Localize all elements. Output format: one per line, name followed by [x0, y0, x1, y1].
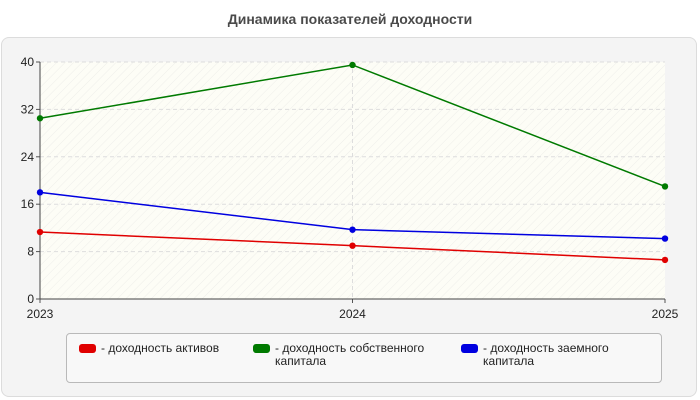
legend-label-assets: - доходность активов [101, 341, 220, 355]
legend-item-debt: - доходность заемного капитала [461, 342, 653, 368]
legend-swatch-assets [79, 344, 96, 353]
y-tick-label: 8 [27, 245, 34, 259]
data-point-0-1 [349, 242, 356, 249]
y-tick-label: 32 [21, 102, 35, 116]
data-point-2-1 [349, 226, 356, 233]
x-tick-label: 2023 [27, 307, 54, 321]
x-tick-label: 2025 [652, 307, 679, 321]
data-point-1-0 [36, 115, 44, 122]
y-tick-label: 40 [21, 55, 35, 69]
data-point-2-0 [36, 189, 44, 196]
legend-swatch-equity [253, 344, 270, 353]
data-point-2-2 [661, 235, 669, 242]
legend-item-equity: - доходность собственного капитала [253, 342, 445, 368]
legend: - доходность активов - доходность собств… [66, 333, 662, 383]
data-point-0-2 [661, 256, 669, 264]
x-tick-label: 2024 [339, 307, 366, 321]
data-point-1-2 [661, 183, 669, 190]
y-tick-label: 24 [21, 150, 35, 164]
chart-title: Динамика показателей доходности [227, 11, 473, 27]
data-point-1-1 [349, 61, 356, 69]
legend-item-assets: - доходность активов [79, 342, 271, 355]
y-tick-label: 16 [21, 197, 35, 211]
legend-label-equity: - доходность собственного капитала [275, 341, 425, 368]
legend-swatch-debt [461, 344, 478, 353]
data-point-0-0 [36, 228, 44, 236]
legend-label-debt: - доходность заемного капитала [483, 341, 609, 368]
y-tick-label: 0 [27, 292, 34, 306]
